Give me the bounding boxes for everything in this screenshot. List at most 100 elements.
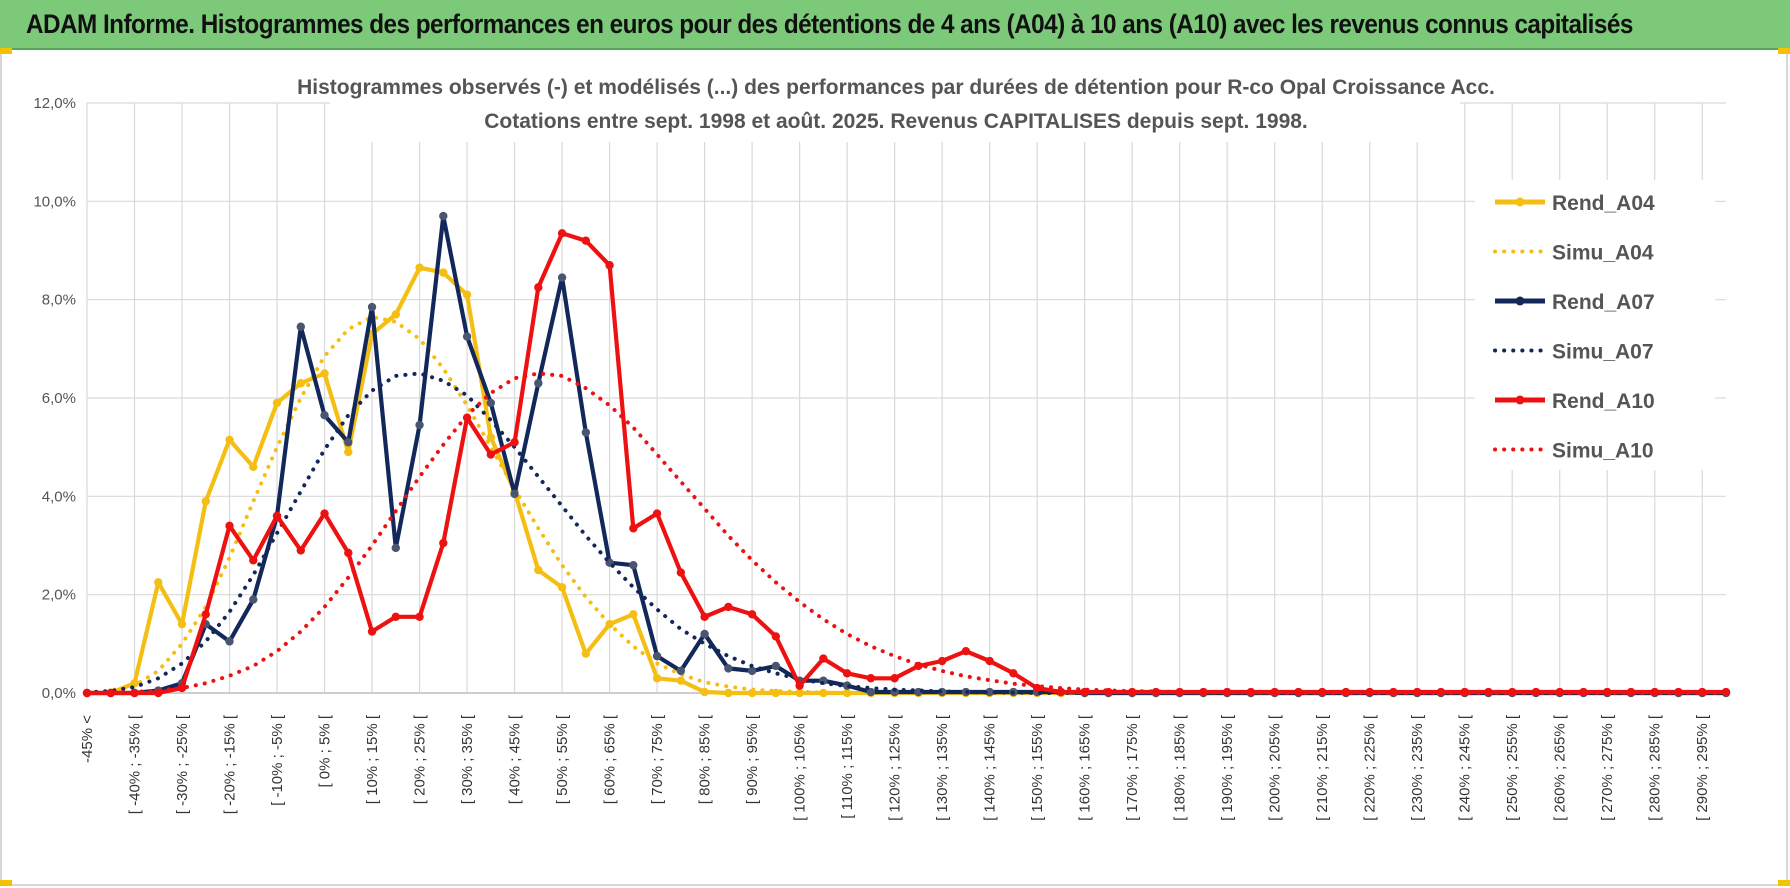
legend-marker-Rend_A07 bbox=[1515, 296, 1525, 306]
data-point-Rend_A07 bbox=[700, 629, 709, 639]
data-point-Rend_A10 bbox=[272, 511, 282, 521]
data-point-Rend_A10 bbox=[534, 283, 543, 292]
data-point-Rend_A04 bbox=[700, 687, 709, 697]
data-point-Rend_A07 bbox=[581, 428, 591, 437]
title-background bbox=[330, 70, 1460, 142]
data-point-Rend_A10 bbox=[106, 688, 115, 698]
data-point-Rend_A04 bbox=[296, 379, 305, 388]
header-banner: ADAM Informe. Histogrammes des performan… bbox=[0, 0, 1790, 50]
x-tick-label: [ 230% ; 235% [ bbox=[1409, 714, 1426, 821]
data-point-Rend_A04 bbox=[272, 398, 282, 408]
data-point-Rend_A10 bbox=[724, 602, 733, 612]
data-point-Rend_A07 bbox=[439, 211, 448, 221]
data-point-Rend_A04 bbox=[652, 674, 662, 683]
data-point-Rend_A07 bbox=[344, 438, 353, 447]
data-point-Rend_A10 bbox=[1009, 669, 1018, 678]
x-tick-label: [ -30% ; -25% [ bbox=[174, 714, 191, 814]
legend-label-Rend_A07: Rend_A07 bbox=[1552, 291, 1655, 314]
x-tick-label: [ 50% ; 55% [ bbox=[554, 714, 571, 804]
data-point-Rend_A10 bbox=[296, 546, 305, 555]
data-point-Rend_A10 bbox=[344, 548, 353, 558]
x-tick-label: [ -40% ; -35% [ bbox=[127, 714, 144, 814]
data-point-Rend_A10 bbox=[367, 627, 377, 636]
data-point-Rend_A04 bbox=[581, 649, 591, 658]
data-point-Rend_A10 bbox=[1032, 683, 1042, 693]
x-tick-label: [ 170% ; 175% [ bbox=[1124, 714, 1141, 821]
data-point-Rend_A07 bbox=[510, 489, 519, 499]
data-point-Rend_A10 bbox=[249, 556, 258, 565]
legend-label-Rend_A10: Rend_A10 bbox=[1552, 390, 1655, 413]
data-point-Rend_A04 bbox=[629, 610, 638, 619]
legend-marker-Rend_A04 bbox=[1515, 197, 1525, 207]
data-point-Rend_A10 bbox=[581, 236, 591, 245]
x-tick-label: [ 240% ; 245% [ bbox=[1457, 714, 1474, 821]
data-point-Rend_A04 bbox=[842, 688, 852, 698]
data-point-Rend_A10 bbox=[866, 674, 876, 683]
legend-label-Simu_A04: Simu_A04 bbox=[1552, 242, 1654, 265]
x-tick-label: [ 10% ; 15% [ bbox=[364, 714, 381, 804]
data-point-Rend_A07 bbox=[462, 332, 472, 341]
data-point-Rend_A10 bbox=[1222, 687, 1232, 697]
x-axis-ticks: -45% < [ -40% ; -35% [ [ -30% ; -25% [ [ -2… bbox=[79, 714, 1711, 821]
y-tick-label: 8,0% bbox=[42, 292, 76, 309]
x-tick-label: [ 60% ; 65% [ bbox=[602, 714, 619, 804]
x-tick-label: [ 120% ; 125% [ bbox=[887, 714, 904, 821]
x-tick-label: [ 250% ; 255% [ bbox=[1504, 714, 1521, 821]
data-point-Rend_A10 bbox=[177, 683, 187, 693]
data-point-Rend_A07 bbox=[249, 595, 258, 604]
data-point-Rend_A07 bbox=[367, 302, 377, 312]
x-tick-label: [ 20% ; 25% [ bbox=[412, 714, 429, 804]
series-lines bbox=[82, 211, 1731, 698]
chart-title: Histogrammes observés (-) et modélisés (… bbox=[297, 76, 1495, 99]
x-tick-label: [ 290% ; 295% [ bbox=[1694, 714, 1711, 821]
x-tick-label: [ 160% ; 165% [ bbox=[1077, 714, 1094, 821]
data-point-Rend_A07 bbox=[320, 411, 329, 420]
data-point-Rend_A10 bbox=[795, 681, 804, 690]
data-point-Rend_A07 bbox=[676, 666, 686, 676]
data-point-Rend_A04 bbox=[439, 268, 448, 277]
data-point-Rend_A07 bbox=[486, 398, 496, 408]
data-point-Rend_A07 bbox=[557, 273, 567, 282]
data-point-Rend_A07 bbox=[771, 661, 781, 671]
data-point-Rend_A10 bbox=[676, 568, 686, 577]
data-point-Rend_A10 bbox=[225, 521, 234, 531]
data-point-Rend_A10 bbox=[890, 674, 899, 683]
y-tick-label: 6,0% bbox=[42, 390, 76, 407]
x-tick-label: [ 80% ; 85% [ bbox=[697, 714, 714, 804]
data-point-Rend_A04 bbox=[249, 462, 258, 472]
y-tick-label: 10,0% bbox=[33, 193, 76, 210]
data-point-Rend_A04 bbox=[201, 497, 210, 506]
data-point-Rend_A07 bbox=[985, 687, 994, 697]
data-point-Rend_A04 bbox=[154, 578, 163, 587]
series-line-Simu_A10 bbox=[85, 371, 1728, 695]
data-point-Rend_A07 bbox=[890, 687, 899, 697]
x-tick-label: [ 200% ; 205% [ bbox=[1267, 714, 1284, 821]
x-tick-label: [ -20% ; -15% [ bbox=[222, 714, 239, 814]
data-point-Rend_A10 bbox=[961, 647, 971, 656]
x-tick-label: [ 260% ; 265% [ bbox=[1552, 714, 1569, 821]
data-point-Rend_A07 bbox=[866, 687, 876, 697]
data-point-Rend_A10 bbox=[1341, 687, 1351, 697]
data-point-Rend_A04 bbox=[320, 369, 329, 378]
corner-mark-bottom-left bbox=[0, 880, 12, 886]
data-point-Rend_A07 bbox=[724, 664, 733, 673]
x-tick-label: [ 0% ; 5% [ bbox=[317, 714, 334, 787]
x-tick-label: -45% < bbox=[79, 715, 96, 763]
data-point-Rend_A07 bbox=[652, 651, 662, 661]
data-point-Rend_A10 bbox=[1056, 687, 1066, 697]
x-tick-label: [ 190% ; 195% [ bbox=[1219, 714, 1236, 821]
data-point-Rend_A04 bbox=[486, 433, 496, 442]
data-point-Rend_A10 bbox=[605, 261, 614, 270]
data-point-Rend_A10 bbox=[510, 438, 519, 447]
data-point-Rend_A10 bbox=[391, 612, 400, 621]
corner-mark-bottom-right bbox=[1778, 880, 1790, 886]
y-tick-label: 2,0% bbox=[42, 587, 76, 604]
data-point-Rend_A10 bbox=[747, 610, 757, 619]
data-point-Rend_A04 bbox=[391, 310, 400, 319]
series-line-Simu_A07 bbox=[85, 371, 1728, 695]
data-point-Rend_A04 bbox=[724, 688, 733, 698]
x-tick-label: [ 110% ; 115% [ bbox=[839, 714, 856, 819]
data-point-Rend_A10 bbox=[842, 669, 852, 678]
data-point-Rend_A10 bbox=[320, 509, 329, 518]
